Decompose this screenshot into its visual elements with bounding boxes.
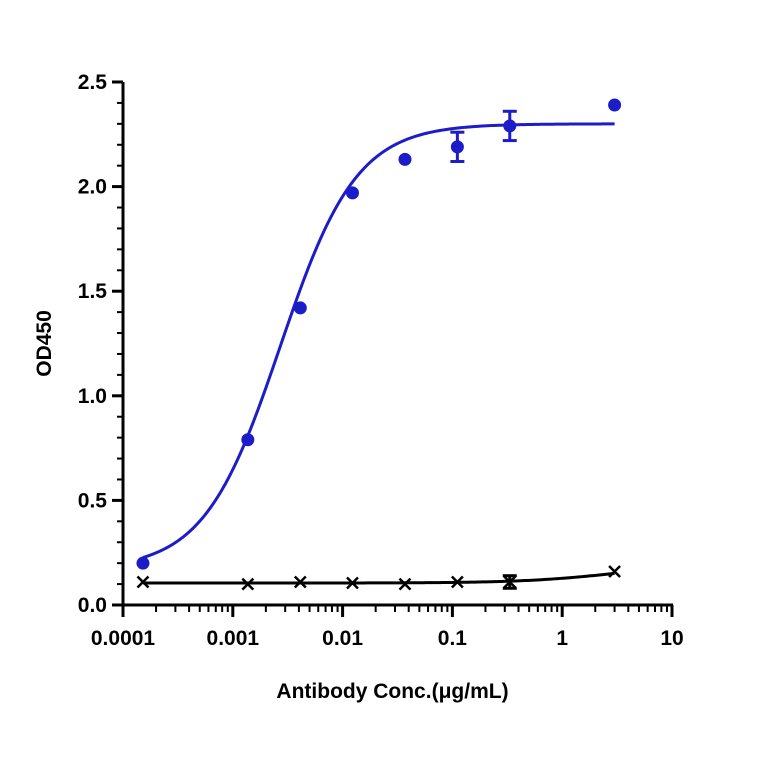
data-point-x	[293, 575, 307, 589]
x-marker-stroke	[398, 577, 412, 591]
data-point-circle	[136, 556, 150, 570]
x-tick-label: 1	[556, 627, 568, 650]
axes	[112, 80, 674, 617]
x-marker-stroke	[450, 575, 464, 589]
y-tick-label: 1.5	[78, 280, 108, 303]
y-tick-label: 2.0	[78, 176, 107, 199]
x-tick-label: 0.001	[207, 627, 260, 650]
x-marker-stroke	[608, 565, 621, 578]
axis-labels: 0.0 0.5 1.0 1.5 2.0 2.5 0.0001 0.001 0.01 0.1 1 10 A…	[33, 71, 684, 703]
x-marker-stroke	[503, 575, 517, 589]
x-tick-label: 0.1	[438, 627, 468, 650]
data-point-circle	[398, 152, 412, 166]
x-tick-label: 0.0001	[91, 627, 156, 650]
y-tick-label: 2.5	[78, 71, 108, 94]
data-points	[136, 98, 622, 591]
fit-curves	[142, 122, 615, 585]
series-2-fit-curve	[142, 571, 615, 585]
data-point-x	[608, 565, 621, 578]
data-point-circle	[241, 433, 255, 447]
data-point-circle	[503, 119, 517, 133]
series-1-fit-curve	[142, 122, 615, 559]
data-point-x	[241, 577, 255, 591]
x-marker-stroke	[346, 576, 359, 590]
data-point-circle	[293, 301, 307, 315]
data-point-x	[450, 575, 464, 589]
x-tick-label: 10	[660, 627, 683, 650]
x-axis-title: Antibody Conc.(μg/mL)	[276, 680, 508, 703]
x-marker-stroke	[136, 575, 150, 589]
x-tick-label: 0.01	[322, 627, 363, 650]
data-point-circle	[608, 98, 622, 112]
y-tick-label: 1.0	[78, 385, 107, 408]
x-marker-stroke	[241, 577, 255, 591]
data-point-x	[346, 576, 359, 590]
data-point-x	[136, 575, 150, 589]
data-point-circle	[345, 186, 359, 200]
data-point-x	[503, 575, 517, 589]
x-marker-stroke	[293, 575, 307, 589]
data-point-circle	[450, 140, 464, 154]
y-axis-title: OD450	[33, 310, 56, 377]
y-tick-label: 0.5	[78, 489, 108, 512]
y-tick-label: 0.0	[78, 594, 107, 617]
data-point-x	[398, 577, 412, 591]
